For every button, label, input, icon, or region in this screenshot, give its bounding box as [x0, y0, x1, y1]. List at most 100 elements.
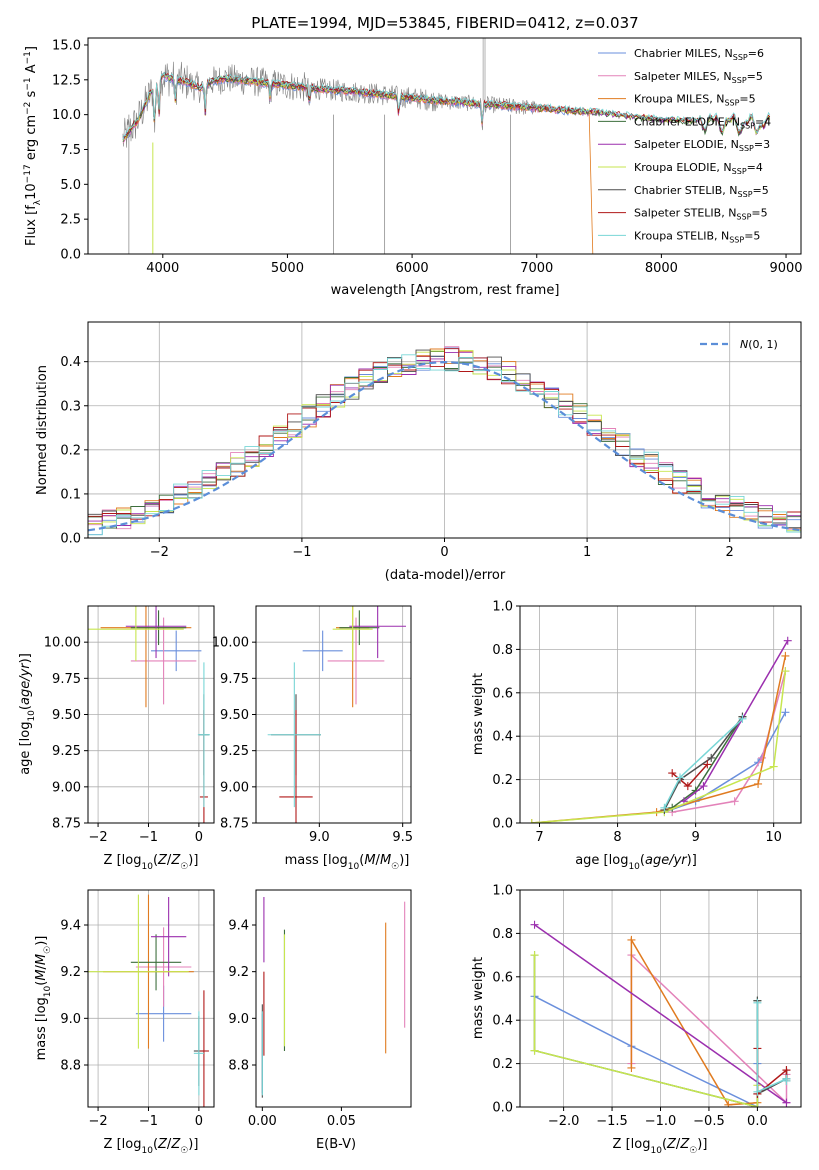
age-vs-z-ytick-label: 8.75 [52, 817, 81, 832]
age-vs-z-xtick-label: 0 [195, 830, 203, 845]
mass-vs-z-ytick-label: 8.8 [60, 1059, 81, 1074]
weight-vs-z-series-line [534, 995, 759, 1107]
weight-vs-z-ytick-label: 0.0 [492, 1101, 513, 1116]
weight-vs-age-series-line [531, 655, 787, 823]
residual-histogram [88, 348, 801, 538]
weight-vs-age-point [783, 636, 792, 645]
mass-vs-z-frame [87, 889, 215, 1108]
mass-vs-ebv-ytick-label: 9.4 [228, 919, 249, 934]
legend-entry: Kroupa STELIB, NSSP=5 [634, 229, 760, 244]
weight-vs-age-ytick-label: 0.2 [492, 773, 513, 788]
weight-vs-age-xtick-label: 8 [613, 830, 621, 845]
mass-vs-z-xtick-label: −1 [139, 1114, 158, 1129]
mass-vs-z-plot [88, 894, 209, 1107]
weight-vs-z-point [753, 1103, 762, 1107]
weight-vs-z-ytick-label: 0.2 [492, 1057, 513, 1072]
spectrum-ytick-label: 5.0 [60, 178, 81, 193]
residuals-xtick-label: −1 [292, 545, 311, 560]
weight-vs-z-point [724, 1100, 733, 1107]
spectrum-ytick-label: 10.0 [52, 108, 81, 123]
spectrum-plot [122, 38, 771, 254]
age-vs-mass-xtick-label: 9.0 [309, 830, 330, 845]
mass-vs-z-ytick-label: 9.2 [60, 965, 81, 980]
residuals-ytick-label: 0.0 [60, 532, 81, 547]
weight-vs-age-series-line [664, 711, 787, 813]
spectrum-ytick-label: 15.0 [52, 38, 81, 53]
spectrum-ytick-label: 12.5 [52, 73, 81, 88]
spectrum-legend: Chabrier MILES, NSSP=6 Salpeter MILES, NS… [598, 47, 771, 244]
weight-vs-age-ytick-label: 0.6 [492, 686, 513, 701]
age-vs-z-ytick-label: 9.00 [52, 780, 81, 795]
mass-vs-ebv-xlabel: E(B-V) [316, 1137, 356, 1152]
weight-vs-age-xtick-label: 7 [535, 830, 543, 845]
mass-vs-z-ytick-label: 9.4 [60, 919, 81, 934]
weight-vs-z-point [530, 1046, 539, 1055]
figure-title: PLATE=1994, MJD=53845, FIBERID=0412, z=0… [251, 14, 638, 32]
residual-histogram [88, 354, 801, 538]
residuals-axes: −2 −1 0 1 2 0.0 0.1 0.2 0.3 0.4 [60, 321, 802, 560]
weight-vs-z-ytick-label: 1.0 [492, 884, 513, 899]
weight-vs-z-point [782, 1098, 791, 1107]
weight-vs-z-ytick-label: 0.6 [492, 970, 513, 985]
weight-vs-z-plot [530, 920, 791, 1107]
weight-vs-z-ylabel: mass weight [471, 957, 486, 1039]
mass-vs-ebv-axes: 0.00 0.05 8.8 9.0 9.2 9.4 [228, 889, 412, 1129]
residuals-ylabel: Normed distribution [35, 365, 50, 495]
weight-vs-age-frame [519, 605, 802, 824]
mass-vs-ebv-frame [255, 889, 412, 1108]
spectrum-ytick-label: 0.0 [60, 248, 81, 263]
age-vs-z-ytick-label: 9.25 [52, 744, 81, 759]
weight-vs-age-ytick-label: 0.0 [492, 817, 513, 832]
weight-vs-age-ytick-label: 0.8 [492, 643, 513, 658]
spectrum-xtick-label: 4000 [146, 261, 179, 276]
spectrum-xtick-label: 7000 [520, 261, 553, 276]
age-vs-mass-ytick-label: 9.75 [220, 672, 249, 687]
weight-vs-z-point [530, 951, 539, 960]
residuals-xlabel: (data-model)/error [385, 568, 506, 583]
weight-vs-age-point [781, 667, 790, 676]
residuals-xtick-label: −2 [150, 545, 169, 560]
residuals-ytick-label: 0.3 [60, 399, 81, 414]
weight-vs-age-series-line [672, 670, 787, 813]
spectrum-ytick-label: 2.5 [60, 213, 81, 228]
weight-vs-age-series-line [531, 671, 787, 823]
residuals-plot [88, 346, 801, 538]
age-vs-z-ylabel: age [log10(age/yr)] [18, 653, 37, 775]
weight-vs-z-xtick-label: −1.5 [596, 1114, 628, 1129]
age-vs-mass-ytick-label: 8.75 [220, 817, 249, 832]
spectrum-frame [87, 37, 802, 255]
age-vs-mass-ytick-label: 9.00 [220, 780, 249, 795]
spectrum-axes: 4000 5000 6000 7000 8000 9000 0.0 2.5 5.0 7.5 10.0… [52, 37, 803, 276]
weight-vs-age-point [757, 753, 766, 762]
weight-vs-z-series-line [533, 955, 759, 1107]
weight-vs-age-xtick-label: 10 [765, 830, 782, 845]
mass-vs-z-axes: −2 −1 0 8.8 9.0 9.2 9.4 [60, 889, 215, 1129]
weight-vs-age-ytick-label: 0.4 [492, 730, 513, 745]
weight-vs-z-xtick-label: 0.0 [747, 1114, 768, 1129]
weight-vs-age-point [668, 769, 677, 778]
weight-vs-z-ytick-label: 0.4 [492, 1014, 513, 1029]
mass-vs-z-xlabel: Z [log10(Z/Z☉)] [104, 1137, 199, 1156]
weight-vs-z-axes: −2.0 −1.5 −1.0 −0.5 0.0 0.0 0.2 0.4 0.6 0.8 1.0 [492, 884, 802, 1129]
weight-vs-z-point [530, 920, 539, 929]
age-vs-z-ytick-label: 10.00 [44, 636, 81, 651]
age-vs-z-xlabel: Z [log10(Z/Z☉)] [104, 853, 199, 872]
weight-vs-age-point [527, 819, 536, 823]
mass-vs-z-ylabel: mass [log10(M/M☉)] [34, 936, 53, 1061]
residuals-ytick-label: 0.1 [60, 487, 81, 502]
residuals-legend: N(0, 1) [700, 338, 778, 351]
weight-vs-age-series-line [663, 716, 744, 811]
legend-entry: Chabrier ELODIE, NSSP=4 [634, 115, 771, 130]
mass-vs-ebv-xtick-label: 0.05 [327, 1114, 356, 1129]
weight-vs-age-ylabel: mass weight [471, 673, 486, 755]
weight-vs-z-point [627, 935, 636, 944]
weight-vs-age-point [754, 779, 763, 788]
age-vs-z-xtick-label: −1 [139, 830, 158, 845]
weight-vs-z-xtick-label: −2.0 [548, 1114, 580, 1129]
weight-vs-z-series-line [534, 924, 787, 1104]
mass-vs-z-ytick-label: 9.0 [60, 1012, 81, 1027]
mass-vs-z-xtick-label: −2 [88, 1114, 107, 1129]
age-vs-z-ytick-label: 9.50 [52, 708, 81, 723]
age-vs-z-plot [88, 606, 210, 823]
